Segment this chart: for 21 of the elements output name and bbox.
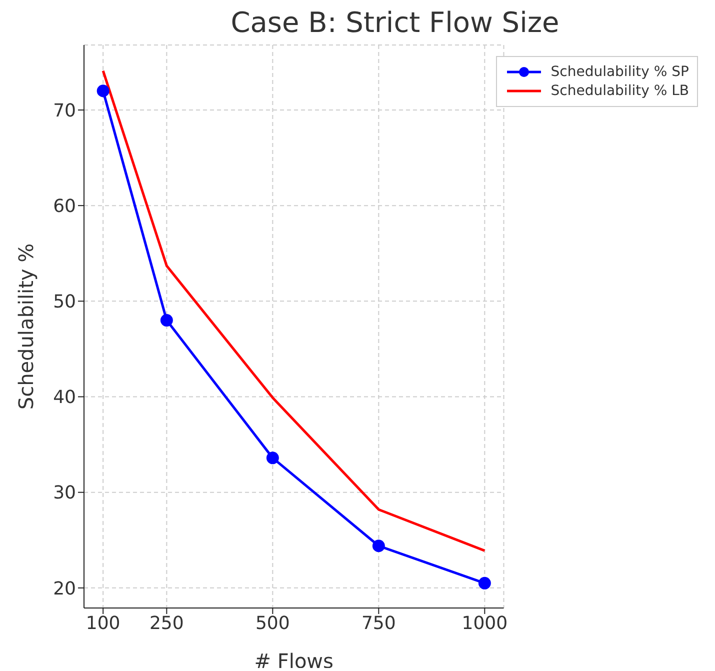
y-tick-label: 50 xyxy=(53,292,76,313)
x-tick-label: 1000 xyxy=(462,612,508,634)
x-tick-label: 500 xyxy=(255,612,290,634)
point xyxy=(478,576,491,590)
x-tick-label: 100 xyxy=(86,612,120,634)
x-tick-label: 750 xyxy=(361,612,396,634)
y-tick-label: 20 xyxy=(53,578,76,600)
point xyxy=(372,540,385,552)
legend-label: Schedulability % SP xyxy=(550,64,689,80)
y-tick-label: 40 xyxy=(53,387,76,408)
x-axis-title: # Flows xyxy=(254,649,334,671)
legend-label: Schedulability % LB xyxy=(550,83,689,99)
point xyxy=(96,84,110,98)
point xyxy=(160,314,173,327)
chart-title: Case B: Strict Flow Size xyxy=(230,6,560,39)
y-tick-label: 70 xyxy=(53,100,76,122)
y-tick-label: 30 xyxy=(53,482,76,504)
y-axis-title: Schedulability % xyxy=(14,243,38,410)
point xyxy=(266,452,279,464)
y-tick-label: 60 xyxy=(53,196,76,217)
x-tick-label: 250 xyxy=(150,612,184,634)
